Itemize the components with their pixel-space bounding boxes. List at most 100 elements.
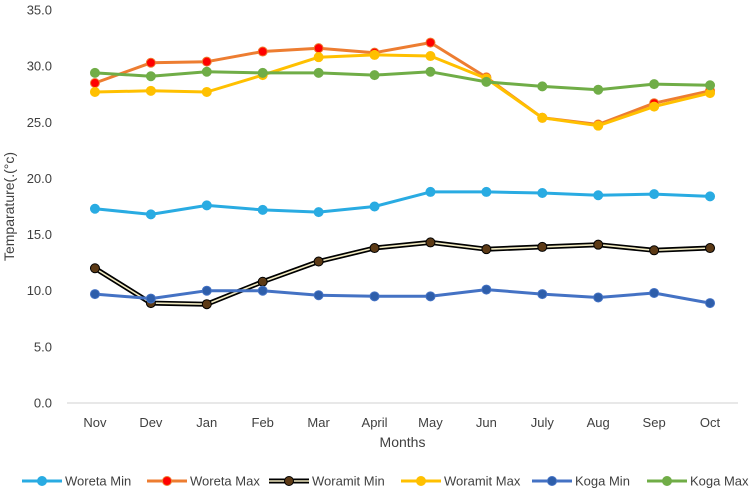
data-point (201, 299, 212, 310)
data-point (537, 188, 548, 199)
data-point (369, 49, 380, 60)
legend-item: Koga Min (532, 474, 630, 489)
data-point (593, 120, 604, 131)
x-tick-label: July (531, 415, 555, 430)
data-point (313, 256, 324, 267)
x-tick-label: April (362, 415, 388, 430)
data-point (369, 201, 380, 212)
legend-item: Woreta Min (22, 474, 131, 489)
series-woramit-max (89, 49, 716, 131)
data-point (201, 86, 212, 97)
data-point (201, 56, 212, 67)
data-point (649, 189, 660, 200)
data-point (89, 67, 100, 78)
data-point (257, 276, 268, 287)
data-point (481, 76, 492, 87)
data-point (593, 239, 604, 250)
data-point (425, 37, 436, 48)
legend-label: Woramit Max (444, 474, 521, 489)
x-tick-label: May (418, 415, 443, 430)
data-point (425, 237, 436, 248)
data-point (649, 101, 660, 112)
x-tick-label: Aug (587, 415, 610, 430)
data-point (313, 67, 324, 78)
data-point (481, 244, 492, 255)
data-point (201, 66, 212, 77)
x-tick-label: Oct (700, 415, 721, 430)
data-point (89, 263, 100, 274)
data-point (145, 293, 156, 304)
data-point (425, 186, 436, 197)
data-point (201, 285, 212, 296)
data-point (369, 243, 380, 254)
data-point (145, 85, 156, 96)
y-tick-label: 15.0 (27, 227, 52, 242)
data-point (537, 241, 548, 252)
data-point (593, 84, 604, 95)
data-point (425, 51, 436, 62)
data-point (89, 289, 100, 300)
legend-marker (662, 476, 672, 486)
x-tick-label: Jan (196, 415, 217, 430)
data-point (705, 191, 716, 202)
legend-label: Koga Max (690, 474, 749, 489)
legend-label: Koga Min (575, 474, 630, 489)
legend-marker (284, 476, 294, 486)
data-point (145, 57, 156, 68)
x-axis-tick-labels: Nov Dev Jan Feb Mar April May Jun July Aug Sep Oct (83, 415, 720, 430)
series-woramit-min (89, 237, 716, 310)
legend-label: Woreta Min (65, 474, 131, 489)
legend-label: Woramit Min (312, 474, 385, 489)
data-point (313, 290, 324, 301)
legend-marker (37, 476, 47, 486)
series-koga-min (89, 284, 716, 309)
y-tick-label: 35.0 (27, 3, 52, 18)
legend: Woreta Min Woreta Max Woramit Min Woramit M… (22, 474, 749, 489)
series-group (89, 37, 716, 310)
series-line (93, 190, 712, 216)
data-point (145, 209, 156, 220)
data-point (89, 77, 100, 88)
legend-marker (162, 476, 172, 486)
x-tick-label: Dev (139, 415, 163, 430)
y-tick-label: 30.0 (27, 59, 52, 74)
x-tick-label: Jun (476, 415, 497, 430)
data-point (593, 190, 604, 201)
legend-item: Woramit Max (401, 474, 521, 489)
series-woreta-min (89, 186, 716, 220)
legend-item: Koga Max (647, 474, 749, 489)
data-point (537, 81, 548, 92)
data-point (89, 86, 100, 97)
data-point (481, 186, 492, 197)
y-tick-label: 20.0 (27, 171, 52, 186)
data-point (145, 71, 156, 82)
x-tick-label: Sep (643, 415, 666, 430)
data-point (481, 284, 492, 295)
y-tick-label: 0.0 (34, 396, 52, 411)
data-point (313, 52, 324, 63)
data-point (313, 43, 324, 54)
data-point (313, 207, 324, 218)
x-tick-label: Mar (307, 415, 330, 430)
y-tick-label: 25.0 (27, 115, 52, 130)
data-point (425, 66, 436, 77)
legend-label: Woreta Max (190, 474, 260, 489)
data-point (257, 46, 268, 57)
series-line (93, 53, 712, 128)
x-tick-label: Nov (83, 415, 107, 430)
data-point (257, 285, 268, 296)
data-point (369, 70, 380, 81)
data-point (201, 200, 212, 211)
legend-marker (416, 476, 426, 486)
series-line (94, 241, 711, 306)
series-koga-max (89, 66, 716, 95)
data-point (257, 204, 268, 215)
data-point (425, 291, 436, 302)
y-tick-label: 5.0 (34, 339, 52, 354)
data-point (89, 203, 100, 214)
x-tick-label: Feb (252, 415, 274, 430)
data-point (705, 298, 716, 309)
data-point (649, 287, 660, 298)
data-point (649, 245, 660, 256)
